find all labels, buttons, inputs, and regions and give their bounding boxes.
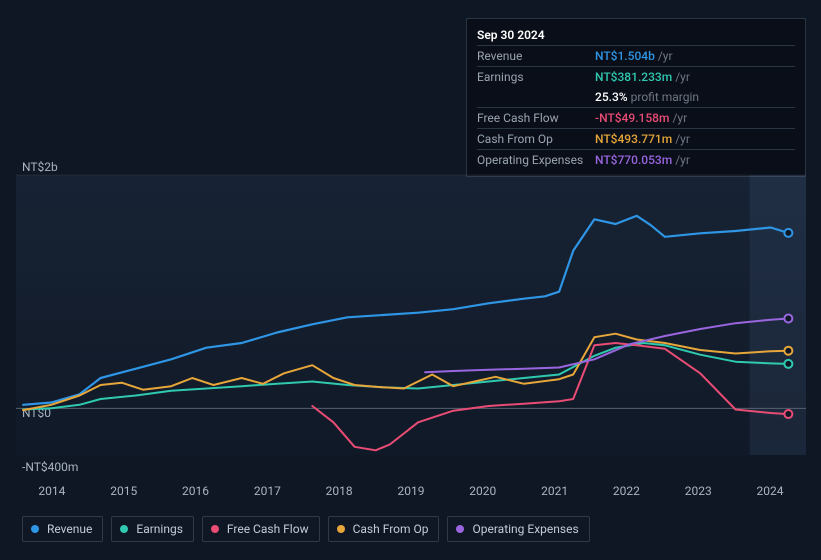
tooltip-label [477, 89, 595, 105]
xtick-label: 2020 [447, 484, 519, 498]
xtick-label: 2017 [231, 484, 303, 498]
legend: Revenue Earnings Free Cash Flow Cash From O… [22, 516, 590, 542]
tooltip-suffix: /yr [672, 110, 687, 126]
tooltip-date: Sep 30 2024 [477, 25, 795, 45]
legend-item[interactable]: Cash From Op [328, 516, 440, 542]
tooltip-suffix: profit margin [631, 89, 699, 105]
xtick-label: 2022 [591, 484, 663, 498]
tooltip-label: Free Cash Flow [477, 110, 595, 126]
tooltip-panel: Sep 30 2024 RevenueNT$1.504b/yrEarningsN… [466, 18, 806, 177]
chart[interactable] [16, 160, 806, 480]
tooltip-value: -NT$49.158m [595, 110, 669, 126]
tooltip-value: NT$1.504b [595, 48, 655, 64]
tooltip-suffix: /yr [675, 131, 690, 147]
tooltip-label: Revenue [477, 48, 595, 64]
tooltip-label: Cash From Op [477, 131, 595, 147]
xtick-label: 2015 [88, 484, 160, 498]
xtick-label: 2024 [734, 484, 806, 498]
legend-label: Earnings [136, 522, 183, 536]
legend-label: Revenue [47, 522, 92, 536]
x-axis-labels: 2014201520162017201820192020202120222023… [16, 484, 806, 498]
tooltip-value: 25.3% [595, 89, 628, 105]
tooltip-value: NT$381.233m [595, 69, 672, 85]
xtick-label: 2016 [160, 484, 232, 498]
legend-item[interactable]: Operating Expenses [447, 516, 589, 542]
legend-label: Cash From Op [353, 522, 429, 536]
legend-item[interactable]: Free Cash Flow [202, 516, 320, 542]
legend-dot [120, 525, 128, 533]
tooltip-row: EarningsNT$381.233m/yr [477, 66, 795, 87]
tooltip-row: Free Cash Flow-NT$49.158m/yr [477, 107, 795, 128]
legend-item[interactable]: Revenue [22, 516, 103, 542]
legend-dot [337, 525, 345, 533]
tooltip-row: Cash From OpNT$493.771m/yr [477, 128, 795, 149]
xtick-label: 2019 [375, 484, 447, 498]
xtick-label: 2023 [662, 484, 734, 498]
legend-item[interactable]: Earnings [111, 516, 194, 542]
xtick-label: 2014 [16, 484, 88, 498]
legend-dot [31, 525, 39, 533]
legend-dot [456, 525, 464, 533]
legend-label: Free Cash Flow [227, 522, 309, 536]
legend-label: Operating Expenses [472, 522, 578, 536]
tooltip-row: 25.3%profit margin [477, 87, 795, 107]
tooltip-suffix: /yr [658, 48, 673, 64]
tooltip-value: NT$493.771m [595, 131, 672, 147]
tooltip-row: RevenueNT$1.504b/yr [477, 45, 795, 66]
tooltip-label: Earnings [477, 69, 595, 85]
xtick-label: 2018 [303, 484, 375, 498]
xtick-label: 2021 [519, 484, 591, 498]
tooltip-suffix: /yr [675, 69, 690, 85]
legend-dot [211, 525, 219, 533]
